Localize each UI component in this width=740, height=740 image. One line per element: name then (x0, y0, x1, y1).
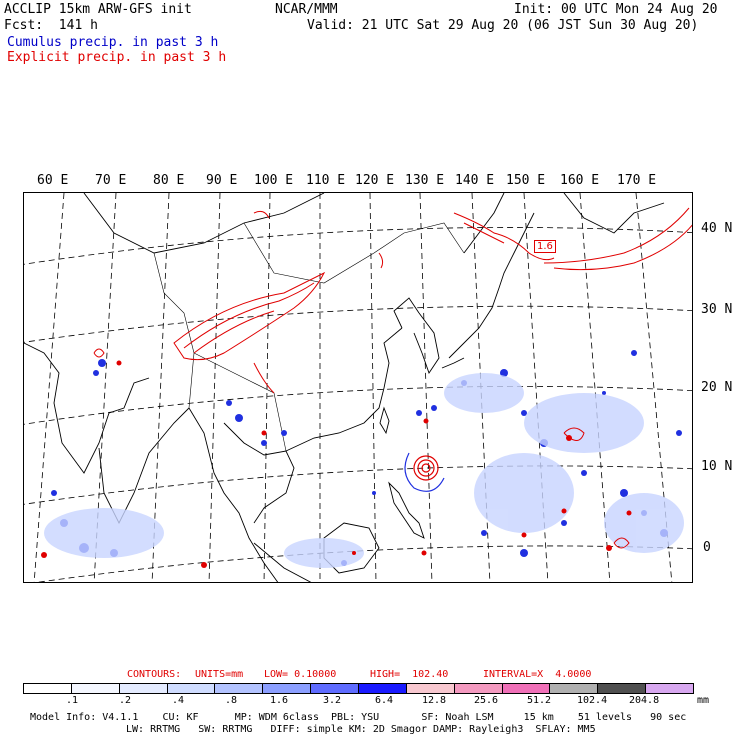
explicit-precip-dots (41, 360, 632, 568)
colorbar-tick-label: 102.4 (577, 695, 608, 706)
colorbar-tick-label: 3.2 (323, 695, 342, 706)
typhoon-spiral (404, 452, 445, 492)
precip-map: 1.6 (23, 192, 693, 583)
colorbar (23, 683, 694, 694)
colorbar-cell (645, 683, 694, 694)
map-canvas (24, 193, 692, 582)
colorbar-tick-label: .8 (225, 695, 238, 706)
lon-label: 140 E (455, 173, 495, 188)
valid-time: Valid: 21 UTC Sat 29 Aug 20 (06 JST Sun … (307, 18, 699, 33)
model-info-line2: LW: RRTMG SW: RRTMG DIFF: simple KM: 2D … (126, 724, 596, 735)
colorbar-tick-label: 51.2 (527, 695, 552, 706)
lon-label: 110 E (306, 173, 346, 188)
colorbar-cell (358, 683, 407, 694)
colorbar-cell (549, 683, 599, 694)
colorbar-cell (501, 683, 551, 694)
lat-label: 10 N (701, 459, 733, 474)
colorbar-cell (70, 683, 120, 694)
colorbar-tick-label: 25.6 (474, 695, 499, 706)
colorbar-tick-label: .2 (119, 695, 132, 706)
lat-label: 0 (703, 540, 711, 555)
colorbar-cell (23, 683, 72, 694)
contours-high: HIGH= 102.40 (370, 669, 449, 680)
lon-label: 80 E (153, 173, 185, 188)
graticule (24, 193, 692, 582)
lon-label: 120 E (355, 173, 395, 188)
model-title: ACCLIP 15km ARW-GFS init (4, 2, 192, 17)
lat-label: 30 N (701, 302, 733, 317)
lon-label: 90 E (206, 173, 238, 188)
colorbar-cell (262, 683, 312, 694)
lon-label: 150 E (506, 173, 546, 188)
lon-label: 100 E (254, 173, 294, 188)
field-explicit-label: Explicit precip. in past 3 h (7, 50, 227, 65)
lat-label: 40 N (701, 221, 733, 236)
colorbar-tick-label: .4 (172, 695, 185, 706)
lon-label: 170 E (617, 173, 657, 188)
cumulus-precip-light (44, 373, 684, 568)
init-time: Init: 00 UTC Mon 24 Aug 20 (514, 2, 718, 17)
lon-label: 70 E (95, 173, 127, 188)
lon-label: 60 E (37, 173, 69, 188)
colorbar-tick-label: 204.8 (629, 695, 660, 706)
colorbar-cell (118, 683, 168, 694)
coastlines (24, 193, 665, 582)
colorbar-cell (453, 683, 503, 694)
contours-units: UNITS=mm (195, 669, 244, 680)
colorbar-cell (310, 683, 359, 694)
field-cumulus-label: Cumulus precip. in past 3 h (7, 35, 219, 50)
model-info-line1: Model Info: V4.1.1 CU: KF MP: WDM 6class… (30, 712, 687, 723)
colorbar-tick-label: 1.6 (270, 695, 289, 706)
colorbar-cell (597, 683, 647, 694)
forecast-hour: Fcst: 141 h (4, 18, 98, 33)
lat-label: 20 N (701, 380, 733, 395)
colorbar-cell (214, 683, 264, 694)
lon-label: 160 E (560, 173, 600, 188)
explicit-precip (93, 207, 692, 549)
contours-label: CONTOURS: (127, 669, 182, 680)
colorbar-tick-label: .1 (66, 695, 79, 706)
contours-low: LOW= 0.10000 (264, 669, 337, 680)
contour-annotation: 1.6 (534, 240, 556, 253)
contours-interval: INTERVAL=X 4.0000 (483, 669, 592, 680)
colorbar-tick-label: 12.8 (422, 695, 447, 706)
colorbar-unit: mm (697, 695, 710, 706)
lon-label: 130 E (405, 173, 445, 188)
colorbar-cell (405, 683, 455, 694)
colorbar-cell (166, 683, 216, 694)
colorbar-tick-label: 6.4 (375, 695, 394, 706)
center-label: NCAR/MMM (275, 2, 338, 17)
